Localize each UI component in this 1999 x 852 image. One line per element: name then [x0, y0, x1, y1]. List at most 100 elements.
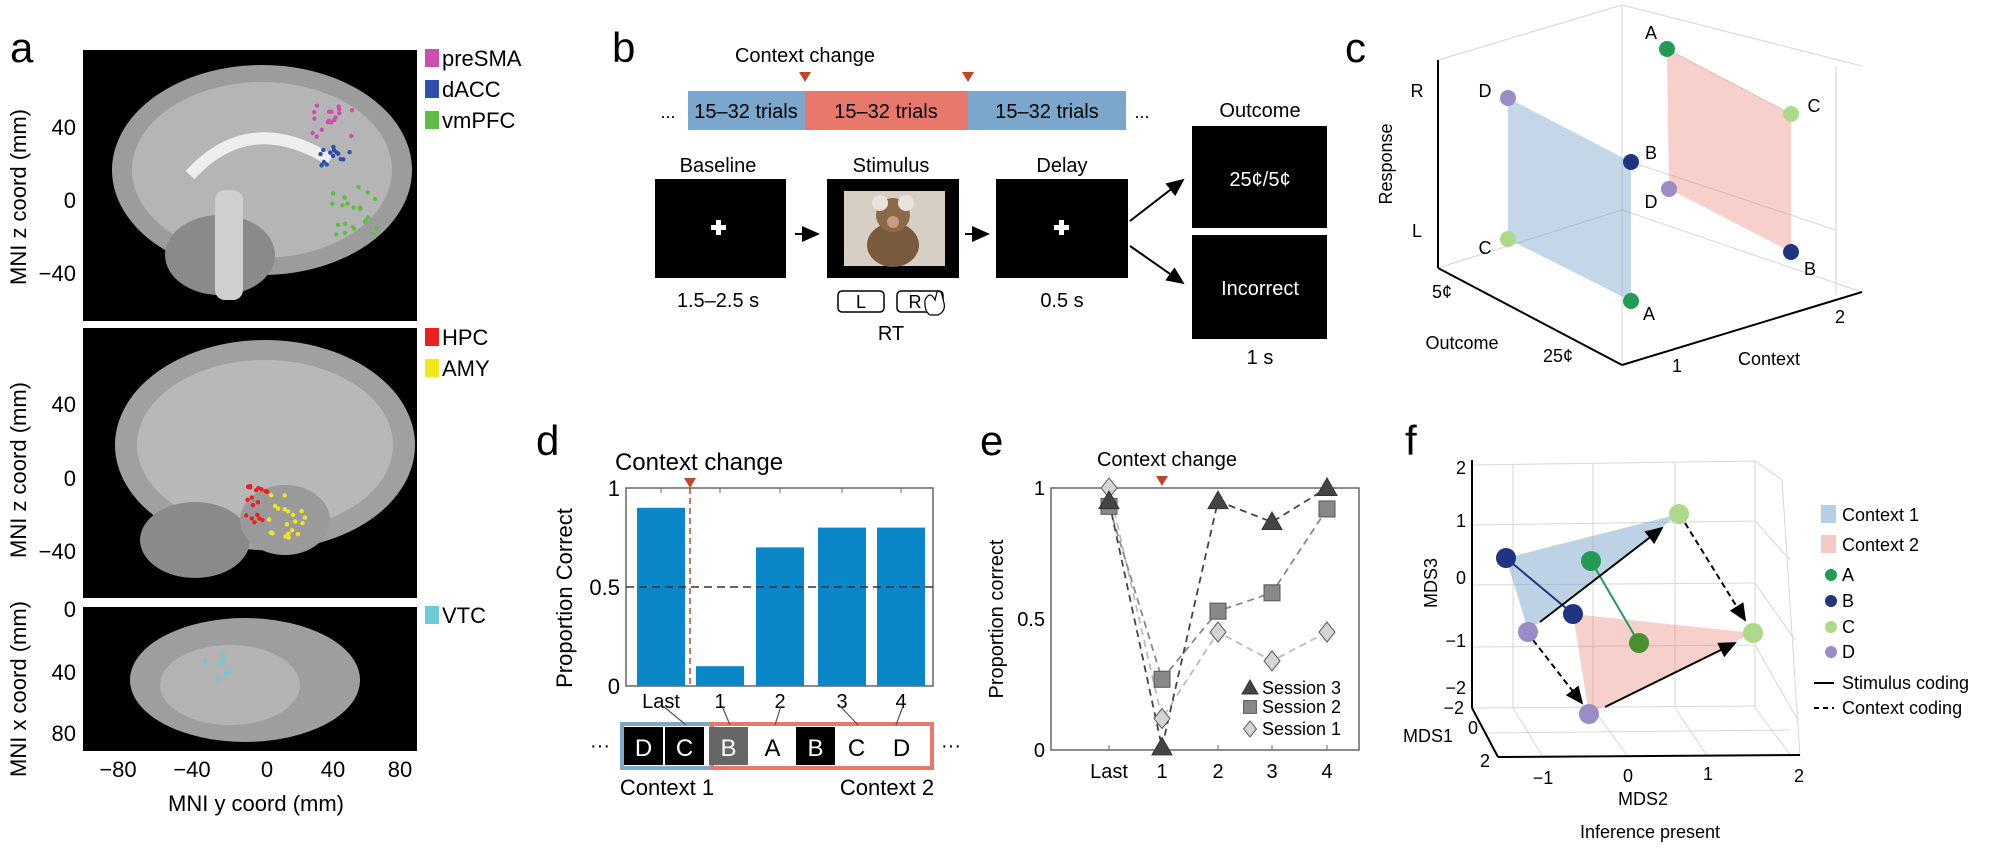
tick-label: 0	[1456, 568, 1466, 588]
stimulus-coding-arrow	[1604, 642, 1737, 708]
panel-f: f 2 1 0 −1 −2 −2 0 2 MDS1 MDS3	[1403, 417, 1969, 842]
electrode-dot	[372, 196, 378, 202]
point-a	[1659, 41, 1675, 57]
outcome-correct-screen	[1192, 126, 1327, 228]
ellipsis: ...	[1134, 102, 1149, 122]
data-point-session-2	[1318, 500, 1336, 518]
y-tick-label: 1	[608, 476, 620, 501]
data-point-session-2	[1209, 602, 1227, 620]
tick-label: 1	[1703, 764, 1713, 784]
x-ticks-a: −80 −40 0 40 80	[99, 757, 412, 782]
x-tick-label: 3	[1266, 761, 1277, 783]
panel-d: d Context change Proportion Correct Last…	[536, 417, 961, 800]
electrode-dot	[249, 516, 254, 521]
data-point-session-1	[1263, 650, 1281, 672]
bar-2	[756, 547, 804, 686]
block-context1	[688, 91, 805, 130]
connector-line	[839, 705, 859, 726]
electrode-dot	[310, 130, 315, 136]
block-label: 15–32 trials	[834, 101, 937, 123]
context-coding-arrow	[1532, 639, 1584, 705]
fixation-cross-icon	[1054, 220, 1069, 235]
sequence-box-b	[796, 727, 835, 765]
y-tick-label: 0.5	[1017, 609, 1045, 631]
tick-label: 40	[52, 115, 76, 140]
brain-image-sagittal-2	[83, 328, 417, 598]
electrode-dot	[220, 659, 226, 664]
electrode-dot	[293, 519, 298, 524]
axis-label-outcome: Outcome	[1425, 333, 1498, 353]
tick-label: 2	[1456, 458, 1466, 478]
tick-label: 0	[261, 757, 273, 782]
outcome-label: Outcome	[1219, 100, 1300, 122]
electrode-dot	[272, 503, 278, 509]
data-point-session-1	[1209, 621, 1227, 643]
electrode-dot	[337, 111, 342, 116]
legend-label: C	[1842, 617, 1855, 637]
tick-label: −40	[173, 757, 210, 782]
y-tick-label: 0.5	[589, 575, 620, 600]
data-point-session-1	[1318, 621, 1336, 643]
context2-label: Context 2	[840, 775, 934, 800]
electrode-dot	[347, 149, 352, 155]
legend-label: Context 1	[1842, 505, 1919, 525]
ellipsis: ...	[660, 102, 675, 122]
electrode-dot	[324, 162, 329, 167]
tick-label: −40	[39, 261, 76, 286]
panel-label-e: e	[980, 417, 1003, 464]
electrode-dot	[285, 509, 291, 514]
connector-line	[774, 705, 782, 726]
x-tick-label: 2	[774, 691, 785, 713]
mds2-axis	[1497, 754, 1801, 758]
electrode-dot	[363, 217, 369, 223]
context-change-marker-icon	[684, 478, 696, 488]
connector-line	[895, 705, 904, 726]
legend-label: dACC	[442, 77, 501, 102]
electrode-dot	[351, 205, 356, 210]
electrode-dot	[227, 669, 232, 674]
point-c-context2	[1743, 623, 1763, 643]
electrode-dot	[282, 493, 287, 498]
electrode-dot	[319, 163, 324, 168]
electrode-dot	[340, 203, 345, 208]
stimulus-coding-arrow	[1539, 526, 1664, 623]
sequence-letter: B	[720, 735, 736, 762]
x-tick-label: 1	[714, 691, 725, 713]
electrode-dot	[255, 512, 260, 518]
region-legend: preSMA dACC vmPFC HPC AMY VTC	[425, 46, 522, 628]
tick-label: −40	[39, 539, 76, 564]
electrode-dot	[253, 488, 259, 493]
legend-swatch	[425, 606, 439, 624]
mds-grid	[1471, 460, 1801, 758]
tick-label: −2	[1445, 678, 1466, 698]
electrode-dot	[263, 489, 268, 494]
electrode-dot	[342, 230, 348, 236]
tick-label: 40	[52, 660, 76, 685]
outcome-axis	[1437, 267, 1623, 366]
point-label: D	[1479, 81, 1492, 101]
electrode-dot	[330, 201, 335, 206]
tick-label: 2	[1794, 766, 1804, 786]
context1-plane	[1508, 98, 1631, 301]
tick-label: 0	[64, 466, 76, 491]
electrode-dot	[314, 134, 319, 139]
electrode-dot	[345, 201, 350, 206]
electrode-dot	[257, 516, 262, 521]
legend-swatch	[425, 359, 439, 377]
legend-label: A	[1842, 565, 1854, 585]
electrode-dot	[325, 119, 331, 125]
legend-swatch	[425, 111, 439, 129]
brain-image-sagittal-1	[83, 50, 417, 321]
point-b-context2	[1563, 604, 1583, 624]
electrode-dot	[319, 127, 324, 132]
tick-label: −1	[1533, 768, 1554, 788]
context1-label: Context 1	[620, 775, 714, 800]
electrode-dot	[244, 513, 249, 518]
panel-label-c: c	[1345, 24, 1366, 71]
electrode-dot	[270, 531, 275, 536]
data-point-session-3	[1261, 511, 1283, 531]
data-point-session-2	[1263, 584, 1281, 602]
x-tick-label: 3	[836, 691, 847, 713]
cube-grid	[1437, 4, 1863, 365]
